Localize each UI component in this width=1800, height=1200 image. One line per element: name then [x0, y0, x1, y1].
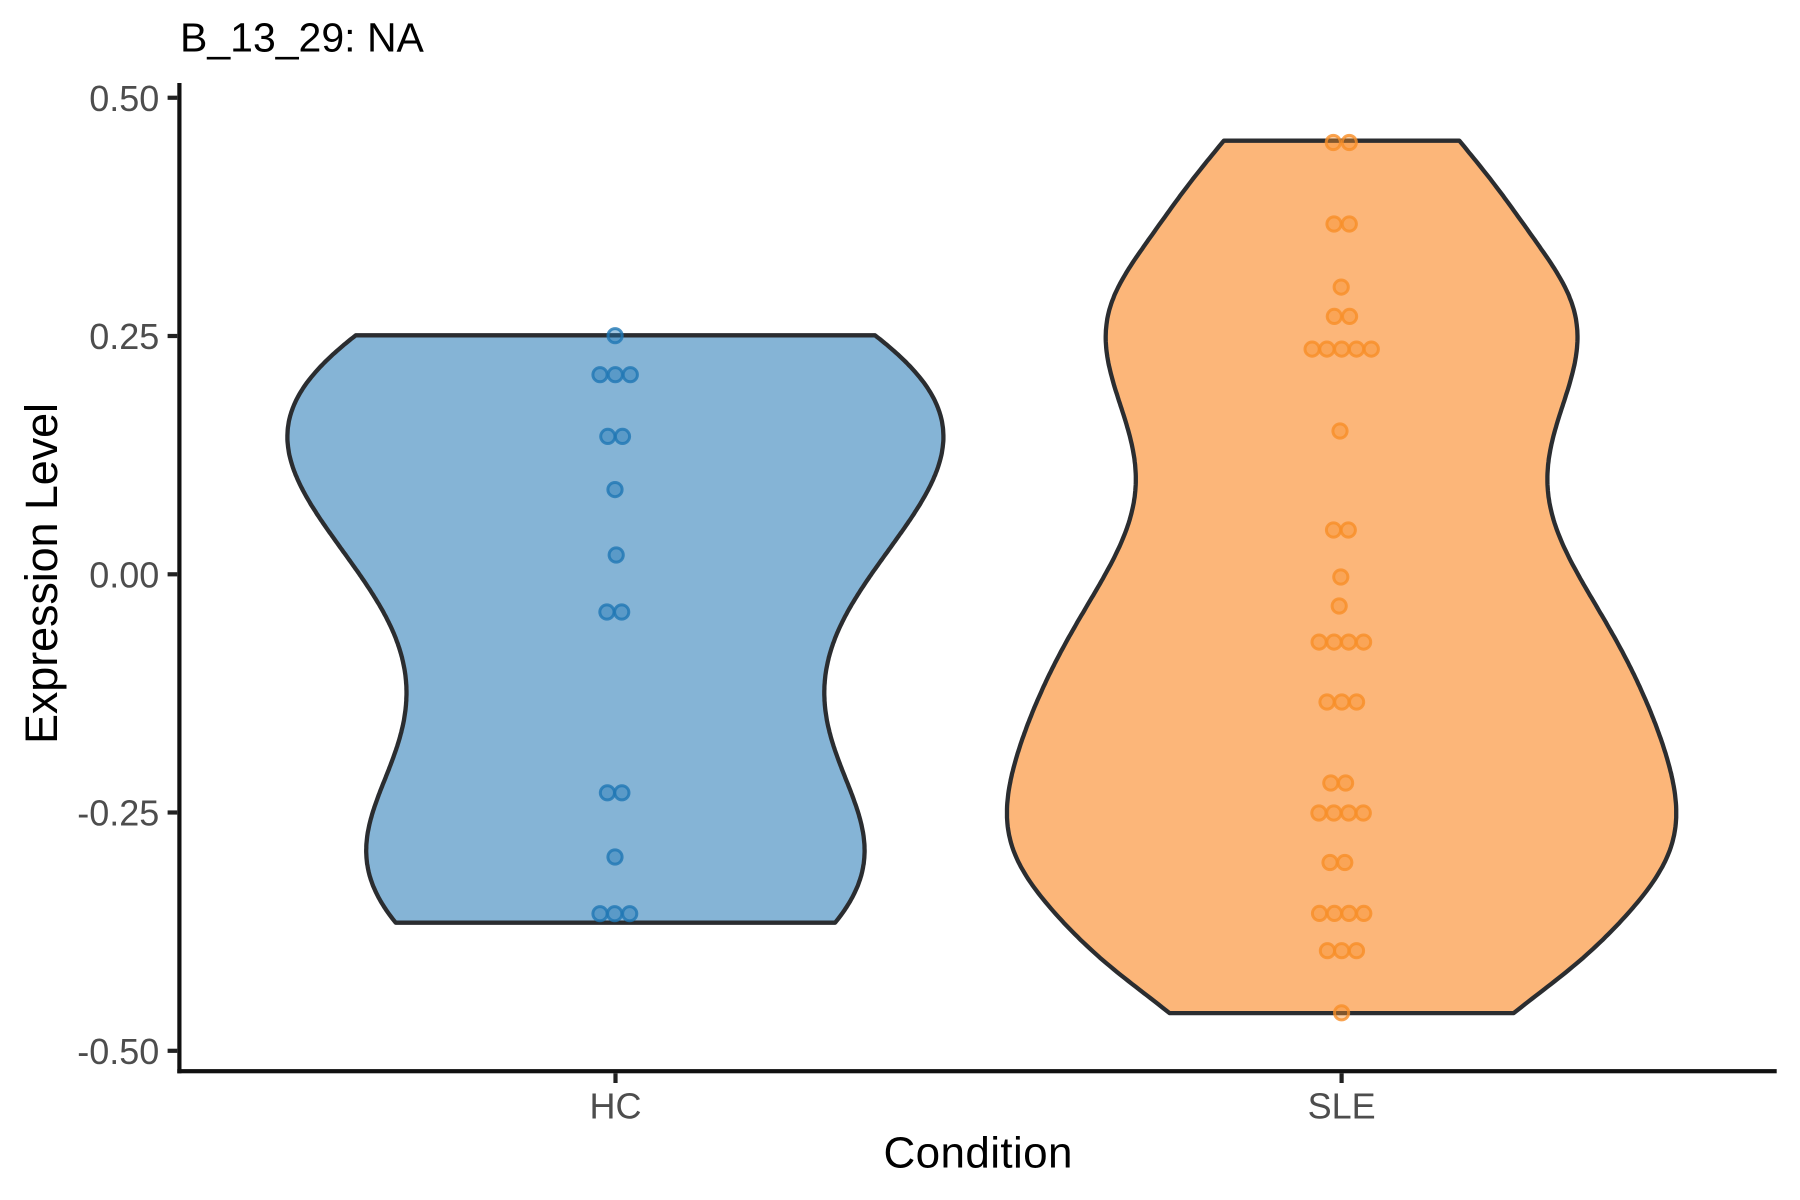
svg-text:Expression Level: Expression Level [16, 403, 67, 744]
svg-text:-0.25: -0.25 [77, 793, 159, 834]
svg-text:SLE: SLE [1308, 1086, 1376, 1127]
svg-text:-0.50: -0.50 [77, 1031, 159, 1072]
svg-text:0.00: 0.00 [89, 554, 159, 595]
svg-text:0.50: 0.50 [89, 78, 159, 119]
svg-text:B_13_29: NA: B_13_29: NA [180, 15, 425, 61]
svg-text:HC: HC [590, 1086, 642, 1127]
svg-text:Condition: Condition [884, 1129, 1073, 1178]
svg-text:0.25: 0.25 [89, 316, 159, 357]
